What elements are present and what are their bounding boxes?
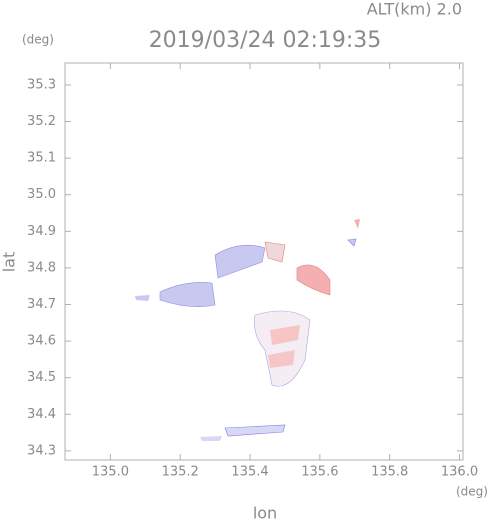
echo-region (296, 264, 331, 296)
x-axis-label: lon (253, 504, 277, 521)
plot-frame (64, 62, 464, 461)
y-tick-label: 34.5 (27, 370, 56, 385)
y-tick-label: 34.8 (27, 260, 56, 275)
echo-region (264, 241, 286, 263)
echo-region (224, 424, 286, 437)
x-tick-label: 136.0 (441, 465, 478, 480)
y-tick-label: 34.6 (27, 334, 56, 349)
y-tick-label: 34.7 (27, 297, 56, 312)
altitude-label: ALT(km) 2.0 (367, 0, 462, 19)
y-tick-label: 35.2 (27, 114, 56, 129)
y-axis-label: lat (0, 252, 19, 273)
echo-region (268, 350, 295, 368)
y-unit: (deg) (22, 33, 54, 47)
echo-field (135, 219, 360, 441)
y-tick-label: 34.9 (27, 224, 56, 239)
echo-region (200, 436, 222, 441)
chart-title: 2019/03/24 02:19:35 (149, 28, 382, 53)
x-tick-label: 135.4 (231, 465, 268, 480)
echo-region (270, 325, 300, 345)
echo-region (354, 219, 360, 229)
y-tick-label: 35.3 (27, 77, 56, 92)
echo-region (135, 295, 150, 301)
x-tick-label: 135.0 (92, 465, 129, 480)
echo-region (159, 282, 216, 307)
y-tick-label: 35.0 (27, 187, 56, 202)
y-tick-label: 34.4 (27, 407, 56, 422)
y-tick-label: 35.1 (27, 151, 56, 166)
y-tick-label: 34.3 (27, 443, 56, 458)
x-tick-label: 135.6 (301, 465, 338, 480)
x-tick-label: 135.2 (162, 465, 199, 480)
echo-region (254, 310, 311, 387)
echo-region (347, 238, 357, 247)
x-unit: (deg) (456, 485, 488, 499)
x-tick-label: 135.8 (371, 465, 408, 480)
echo-region (214, 244, 266, 279)
